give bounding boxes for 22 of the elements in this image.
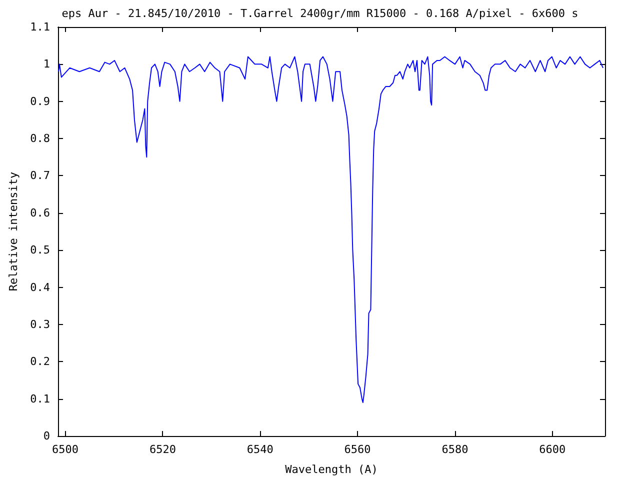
x-axis-title: Wavelength (A) (285, 463, 378, 476)
y-axis-title: Relative intensity (7, 172, 20, 292)
chart-title: eps Aur - 21.845/10/2010 - T.Garrel 2400gr/mm R15000 - 0.168 A/pixel - 6x600 s (62, 7, 578, 20)
x-tick-label: 6600 (539, 443, 566, 456)
y-tick-label: 0.4 (30, 280, 50, 294)
x-tick-label: 6520 (149, 443, 176, 456)
y-tick-label: 0.3 (30, 318, 50, 331)
y-tick-label: 0.2 (30, 355, 50, 368)
y-tick-label: 1.1 (30, 20, 50, 34)
y-tick-label: 0.9 (30, 94, 50, 108)
y-tick-label: 0.6 (30, 206, 50, 220)
y-tick-label: 0 (43, 430, 50, 442)
x-tick-label: 6560 (344, 443, 371, 456)
x-tick-label: 6500 (52, 443, 79, 456)
x-tick-label: 6580 (442, 443, 468, 456)
y-tick-label: 0.8 (30, 132, 50, 146)
line-series (58, 56, 604, 404)
y-tick-label: 0.5 (30, 244, 50, 257)
y-tick-label: 0.1 (30, 392, 50, 406)
x-tick-label: 6540 (246, 443, 274, 456)
y-tick-label: 0.7 (30, 169, 50, 182)
y-tick-label: 1 (43, 58, 50, 71)
